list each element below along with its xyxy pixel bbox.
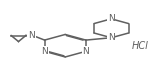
Text: N: N	[82, 47, 89, 56]
Text: N: N	[41, 47, 48, 56]
Text: N: N	[28, 30, 35, 40]
Text: N: N	[108, 33, 115, 42]
Text: HCl: HCl	[132, 41, 149, 51]
Text: N: N	[108, 14, 115, 23]
